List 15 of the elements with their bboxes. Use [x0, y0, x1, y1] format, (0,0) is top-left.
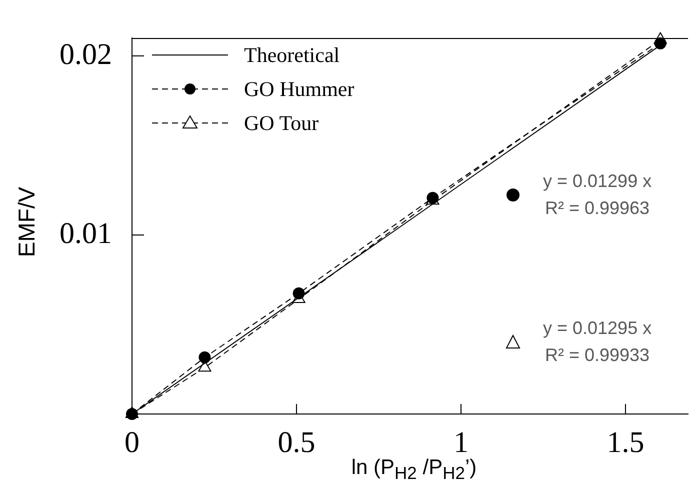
- annotation: R² = 0.99963: [544, 197, 651, 220]
- annotation: y = 0.01295 x: [543, 317, 652, 340]
- x-tick-label: 1: [453, 426, 468, 459]
- legend-label: Theoretical: [244, 42, 340, 68]
- annotation: R² = 0.99933: [544, 344, 651, 367]
- legend-label: GO Hummer: [244, 76, 354, 102]
- x-axis-title: ln (P$_{H2}$ /P$_{H2}$’): [351, 456, 477, 484]
- annotation: y = 0.01299 x: [543, 170, 652, 193]
- x-tick-label: 0.5: [278, 426, 316, 459]
- y-tick-label: 0.02: [60, 38, 112, 71]
- y-tick-label: 0.01: [60, 216, 112, 250]
- y-axis-title: EMF/V: [14, 186, 40, 258]
- x-tick-label: 1.5: [606, 426, 644, 459]
- legend-label: GO Tour: [244, 110, 319, 136]
- x-tick-label: 0: [124, 426, 140, 459]
